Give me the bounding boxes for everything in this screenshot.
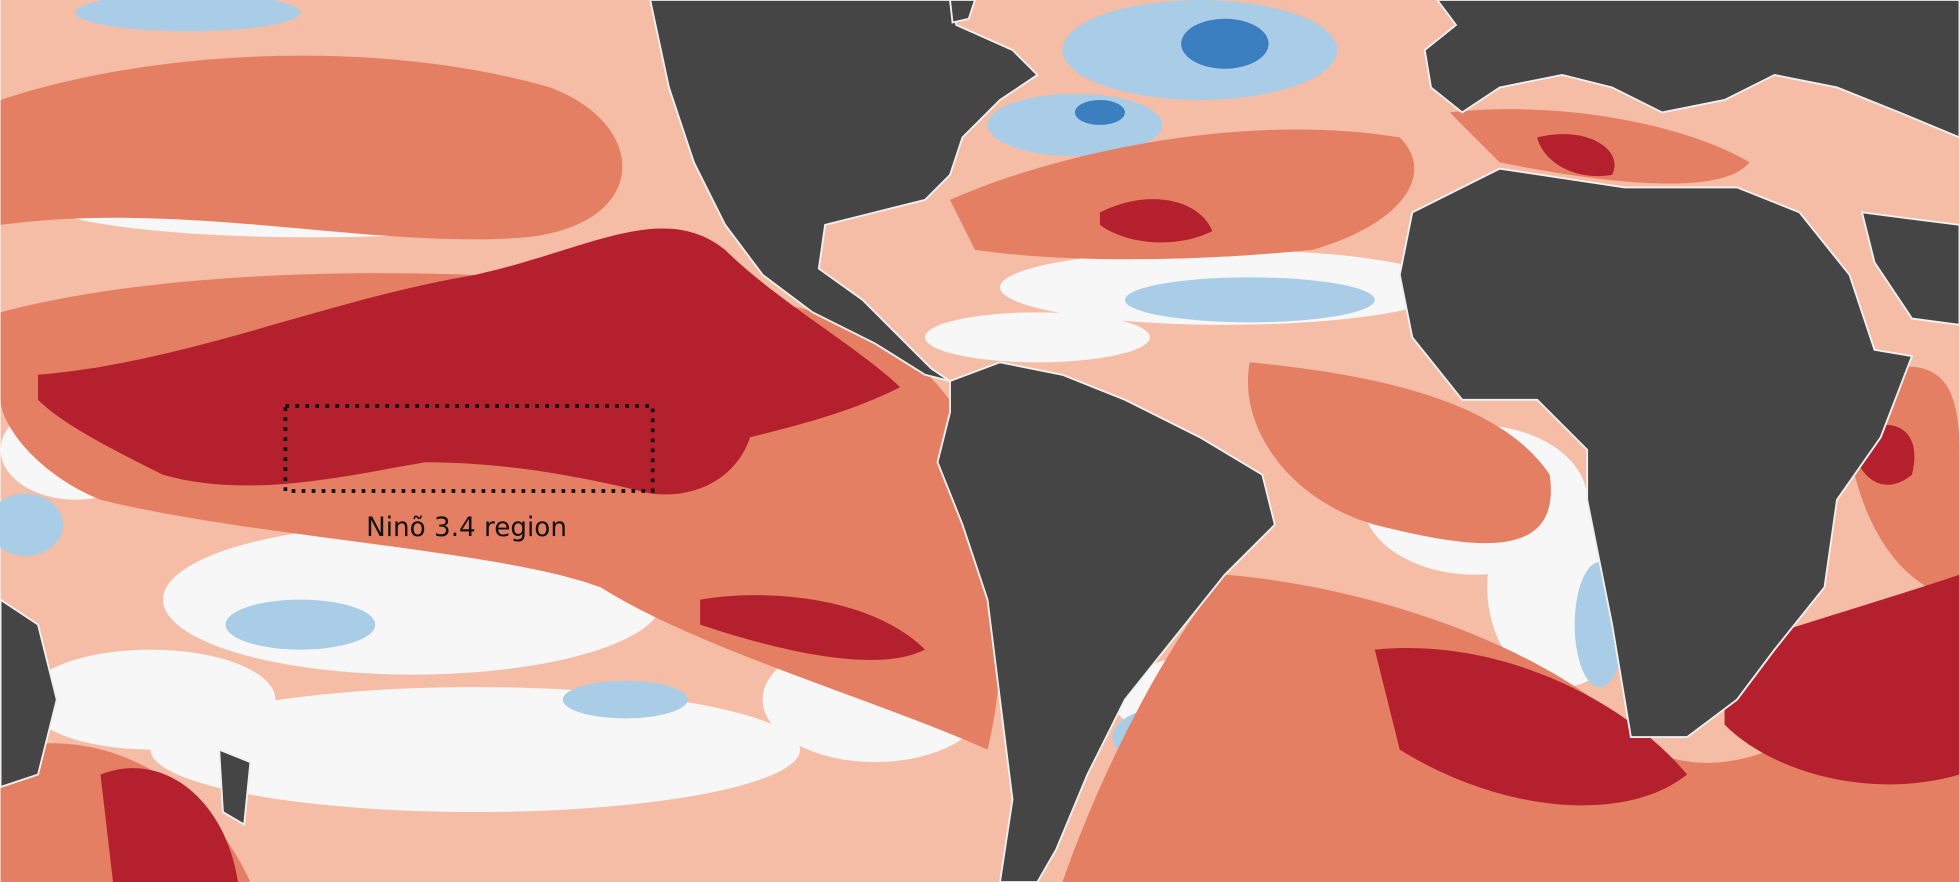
neutral-patches-shape (25, 649, 276, 750)
warm-patches-shape (1247, 362, 1551, 544)
cool-patches-shape (562, 680, 688, 719)
strong-warm-patches-shape (100, 768, 238, 882)
strong-warm-patches-shape (38, 228, 901, 495)
strong-cool-patches-shape (1181, 18, 1269, 69)
land-shape (1423, 0, 1960, 139)
strong-warm-patches-shape (1537, 134, 1615, 177)
land-shape (1398, 167, 1914, 739)
land-shape (949, 0, 976, 24)
nino-region: Ninõ 3.4 region (283, 404, 655, 543)
land-shape (1860, 211, 1960, 326)
land-shape (936, 361, 1276, 882)
cool-patches-shape (225, 599, 376, 650)
land-shape (0, 598, 58, 789)
warm-patches-shape (0, 55, 623, 240)
neutral-patches-shape (150, 687, 801, 813)
warm-patches-shape (950, 129, 1415, 260)
neutral-patches-shape (925, 312, 1150, 363)
strong-warm-patches-shape (1724, 574, 1960, 785)
land-shape (649, 0, 1039, 382)
region-label: Ninõ 3.4 region (366, 513, 567, 543)
cool-patches-shape (1124, 277, 1375, 323)
strong-warm-patches-shape (1374, 648, 1688, 806)
strong-cool-patches-shape (1074, 99, 1125, 125)
strong-warm-patches (38, 134, 1960, 882)
strong-warm-patches-shape (700, 595, 926, 660)
cool-patches-shape (75, 0, 301, 32)
nino-box (283, 404, 655, 493)
cool-patches-shape (0, 493, 64, 556)
land-shape (218, 748, 252, 827)
strong-warm-patches-shape (1099, 199, 1213, 243)
